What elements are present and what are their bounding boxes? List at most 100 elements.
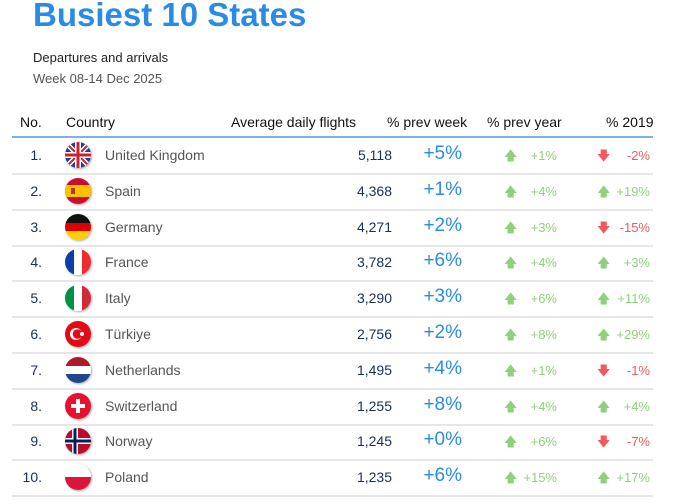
header-country: Country — [66, 114, 116, 130]
prev-year-change: +4% — [530, 255, 557, 271]
header-prev-week: % prev week — [387, 114, 468, 130]
vs-2019-change: +17% — [616, 470, 650, 486]
avg-daily-flights: 1,245 — [356, 433, 392, 450]
table-row: 6. Türkiye 2,756 +2% 🡅 +8% 🡅 +29% — [12, 317, 653, 354]
avg-daily-flights: 4,271 — [356, 218, 392, 235]
table-row: 7. Netherlands 1,495 +4% 🡅 +1% 🡇 -1% — [12, 353, 653, 390]
flag-de-icon — [65, 213, 91, 240]
prev-year-change: +1% — [530, 362, 557, 378]
week-range: Week 08-14 Dec 2025 — [33, 71, 163, 86]
prev-week-change: +1% — [423, 178, 462, 200]
prev-week-change: +2% — [423, 214, 462, 236]
y2019-arrow-up-icon: 🡅 — [597, 470, 611, 486]
header-2019: % 2019 — [606, 114, 654, 130]
country-name: United Kingdom — [105, 147, 205, 163]
rank: 6. — [30, 326, 42, 342]
prev-year-change: +3% — [530, 219, 557, 235]
avg-daily-flights: 2,756 — [356, 326, 392, 342]
prev-year-arrow-up-icon: 🡅 — [504, 219, 518, 235]
prev-year-arrow-up-icon: 🡅 — [504, 398, 518, 414]
vs-2019-change: -7% — [626, 434, 650, 450]
header-no: No. — [20, 114, 42, 130]
y2019-arrow-down-icon: 🡇 — [597, 362, 611, 378]
y2019-arrow-down-icon: 🡇 — [597, 219, 611, 235]
prev-week-change: +5% — [423, 143, 462, 164]
prev-year-arrow-up-icon: 🡅 — [504, 291, 518, 307]
vs-2019-change: -1% — [626, 362, 650, 378]
prev-week-change: +8% — [423, 393, 462, 415]
page-title: Busiest 10 States — [33, 0, 307, 33]
flag-uk-icon — [65, 142, 91, 168]
prev-year-change: +1% — [530, 148, 557, 163]
country-name: Spain — [105, 182, 141, 199]
subtitle: Departures and arrivals — [33, 50, 169, 65]
rank: 4. — [30, 254, 42, 271]
header-prev-year: % prev year — [487, 114, 562, 130]
header-divider — [12, 136, 653, 138]
y2019-arrow-up-icon: 🡅 — [597, 291, 611, 307]
rank: 10. — [22, 469, 42, 486]
country-name: Türkiye — [105, 326, 151, 342]
prev-year-change: +4% — [530, 398, 557, 414]
country-name: Germany — [105, 218, 163, 235]
prev-year-arrow-up-icon: 🡅 — [504, 434, 518, 450]
flag-tr-icon — [65, 321, 91, 347]
y2019-arrow-up-icon: 🡅 — [597, 398, 611, 414]
vs-2019-change: +19% — [616, 183, 650, 199]
prev-year-change: +15% — [523, 470, 557, 486]
flag-it-icon — [65, 285, 91, 312]
country-name: Norway — [105, 433, 153, 450]
prev-year-arrow-up-icon: 🡅 — [504, 362, 518, 378]
avg-daily-flights: 1,255 — [356, 397, 392, 414]
rank: 1. — [30, 147, 42, 163]
flag-no-icon — [65, 428, 91, 455]
avg-daily-flights: 1,495 — [356, 361, 392, 378]
vs-2019-change: -2% — [626, 148, 650, 163]
country-name: Netherlands — [105, 361, 181, 378]
avg-daily-flights: 3,782 — [356, 254, 392, 271]
prev-week-change: +3% — [423, 286, 462, 308]
flag-ch-icon — [65, 392, 91, 419]
vs-2019-change: +4% — [623, 398, 650, 414]
vs-2019-change: -15% — [619, 219, 650, 235]
flag-nl-icon — [65, 356, 91, 383]
avg-daily-flights: 5,118 — [358, 147, 392, 163]
rank: 5. — [30, 290, 42, 307]
y2019-arrow-up-icon: 🡅 — [597, 327, 611, 342]
table-row: 5. Italy 3,290 +3% 🡅 +6% 🡅 +11% — [12, 281, 653, 319]
prev-week-change: +2% — [423, 322, 462, 343]
y2019-arrow-down-icon: 🡇 — [597, 434, 611, 450]
prev-week-change: +4% — [423, 357, 462, 379]
rank: 9. — [30, 433, 42, 450]
y2019-arrow-up-icon: 🡅 — [597, 183, 611, 199]
vs-2019-change: +3% — [623, 255, 650, 271]
table-row: 1. United Kingdom 5,118 +5% 🡅 +1% 🡇 -2% — [12, 138, 653, 175]
country-name: Italy — [105, 290, 131, 307]
country-name: Poland — [105, 469, 149, 486]
table-row: 2. Spain 4,368 +1% 🡅 +4% 🡅 +19% — [12, 174, 653, 211]
table-row: 9. Norway 1,245 +0% 🡅 +6% 🡇 -7% — [12, 424, 653, 462]
prev-week-change: +0% — [423, 429, 462, 451]
rank: 2. — [30, 182, 42, 199]
avg-daily-flights: 3,290 — [356, 290, 392, 307]
table-row: 4. France 3,782 +6% 🡅 +4% 🡅 +3% — [12, 245, 653, 283]
table-row: 8. Switzerland 1,255 +8% 🡅 +4% 🡅 +4% — [12, 389, 653, 426]
flag-pl-icon — [65, 464, 91, 491]
flag-es-icon — [65, 177, 91, 204]
y2019-arrow-down-icon: 🡇 — [597, 148, 611, 163]
prev-year-change: +8% — [530, 327, 557, 342]
prev-year-change: +6% — [530, 291, 557, 307]
table-header: No. Country Average daily flights % prev… — [0, 114, 675, 136]
flag-fr-icon — [65, 249, 91, 276]
prev-year-arrow-up-icon: 🡅 — [504, 327, 518, 342]
rank: 8. — [30, 397, 42, 414]
y2019-arrow-up-icon: 🡅 — [597, 255, 611, 271]
prev-year-change: +6% — [530, 434, 557, 450]
rank: 3. — [30, 218, 42, 235]
prev-week-change: +6% — [423, 465, 462, 487]
prev-year-arrow-up-icon: 🡅 — [504, 470, 518, 486]
avg-daily-flights: 4,368 — [356, 182, 392, 199]
rank: 7. — [30, 361, 42, 378]
avg-daily-flights: 1,235 — [356, 469, 392, 486]
country-name: France — [105, 254, 149, 271]
